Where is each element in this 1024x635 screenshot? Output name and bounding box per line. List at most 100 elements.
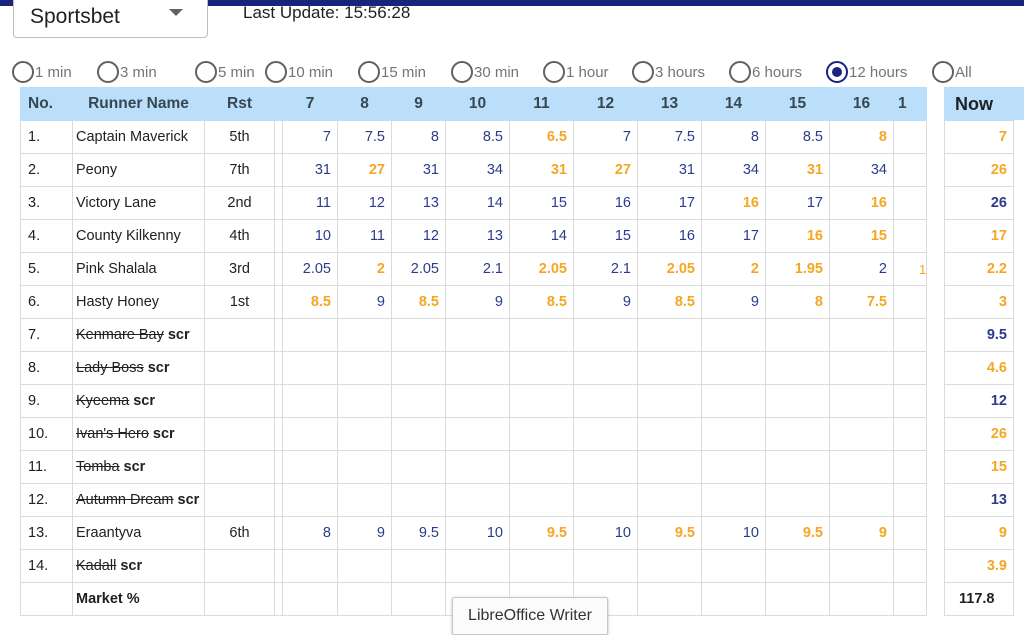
odds-cell [637, 549, 702, 583]
odds-cell: 27 [573, 153, 638, 187]
runner-result: 2nd [204, 186, 275, 220]
table-row[interactable]: 8. Lady Boss scr [20, 351, 928, 385]
time-filter-radio[interactable]: 5 min [195, 59, 255, 85]
time-filter-radio[interactable]: 1 min [12, 59, 72, 85]
table-row[interactable]: 11. Tomba scr [20, 450, 928, 484]
odds-cell [765, 351, 830, 385]
scratched-badge: scr [120, 558, 143, 574]
current-odds-cell: 13 [944, 483, 1014, 517]
time-filter-label: 6 hours [752, 63, 803, 81]
spacer-cell [274, 186, 283, 220]
odds-cell [509, 417, 574, 451]
odds-cell [637, 318, 702, 352]
col-header-time: 1 [892, 87, 928, 121]
col-header-time: 11 [509, 87, 574, 121]
odds-cell: 13 [445, 219, 510, 253]
time-filter-radio[interactable]: 12 hours [826, 59, 907, 85]
odds-cell [391, 549, 446, 583]
odds-cell [637, 384, 702, 418]
col-header-time: 8 [337, 87, 392, 121]
table-header-row: No. Runner Name Rst 7 8 9 10 11 12 13 14… [20, 87, 928, 121]
time-filter-radio[interactable]: 10 min [265, 59, 333, 85]
table-row[interactable]: 10. Ivan's Hero scr [20, 417, 928, 451]
odds-cell: 27 [337, 153, 392, 187]
time-filter-radio[interactable]: 3 min [97, 59, 157, 85]
bookmaker-select[interactable]: Sportsbet [13, 0, 208, 38]
odds-cell: 34 [829, 153, 894, 187]
market-cell [829, 582, 894, 616]
odds-cell: 9.5 [765, 516, 830, 550]
odds-cell-partial [892, 384, 928, 418]
time-filter-radio[interactable]: 3 hours [632, 59, 705, 85]
runner-number: 10. [20, 417, 73, 451]
current-odds-table: Now 7 26 26 17 2.2 3 9.5 4.6 12 26 15 13 9 3.9 117.8 [944, 87, 1014, 616]
odds-cell [509, 384, 574, 418]
table-row: 26 [944, 153, 1014, 187]
runner-result [204, 450, 275, 484]
odds-cell: 8 [829, 120, 894, 154]
odds-cell [445, 318, 510, 352]
top-accent-bar [0, 0, 1024, 6]
runner-result: 4th [204, 219, 275, 253]
runner-number: 5. [20, 252, 73, 286]
table-row[interactable]: 4. County Kilkenny 4th 10 11 12 13 14 15 16 17 16 15 [20, 219, 928, 253]
col-header-no[interactable]: No. [20, 87, 73, 121]
radio-circle-icon [195, 61, 217, 83]
col-header-now[interactable]: Now [944, 87, 1014, 121]
odds-cell-partial [892, 351, 928, 385]
time-filter-radio[interactable]: 30 min [451, 59, 519, 85]
table-row[interactable]: 2. Peony 7th 31 27 31 34 31 27 31 34 31 34 [20, 153, 928, 187]
table-row[interactable]: 13. Eraantyva 6th 8 9 9.5 10 9.5 10 9.5 10 9.5 9 [20, 516, 928, 550]
odds-cell [765, 450, 830, 484]
table-row[interactable]: 12. Autumn Dream scr [20, 483, 928, 517]
odds-cell [445, 351, 510, 385]
time-filter-radio[interactable]: 1 hour [543, 59, 609, 85]
runner-name: Lady Boss scr [72, 351, 205, 385]
time-filter-radio[interactable]: 6 hours [729, 59, 802, 85]
runner-number: 3. [20, 186, 73, 220]
runner-name: Kenmare Bay scr [72, 318, 205, 352]
table-row[interactable]: 7. Kenmare Bay scr [20, 318, 928, 352]
odds-cell [573, 417, 638, 451]
odds-cell: 34 [701, 153, 766, 187]
time-filter-label: 3 hours [655, 63, 706, 81]
time-filter-radio[interactable]: 15 min [358, 59, 426, 85]
odds-cell [445, 549, 510, 583]
odds-cell [573, 318, 638, 352]
odds-cell-partial: 1 [892, 252, 928, 286]
odds-cell: 2 [337, 252, 392, 286]
runner-name-text: Kenmare Bay [76, 327, 164, 343]
table-row: 12 [944, 384, 1014, 418]
odds-cell: 15 [829, 219, 894, 253]
odds-cell: 1.95 [765, 252, 830, 286]
table-row: 15 [944, 450, 1014, 484]
table-row[interactable]: 5. Pink Shalala 3rd 2.05 2 2.05 2.1 2.05 2.1 2.05… [20, 252, 928, 286]
odds-cell: 2 [701, 252, 766, 286]
time-filter-radio[interactable]: All [932, 59, 972, 85]
odds-cell [573, 450, 638, 484]
col-header-runner-name[interactable]: Runner Name [72, 87, 205, 121]
odds-cell [337, 450, 392, 484]
current-odds-cell: 17 [944, 219, 1014, 253]
odds-cell: 9 [445, 285, 510, 319]
table-row[interactable]: 9. Kyeema scr [20, 384, 928, 418]
time-filter-label: 1 min [35, 63, 72, 81]
runner-number: 14. [20, 549, 73, 583]
spacer-cell [274, 285, 283, 319]
col-header-time: 9 [391, 87, 446, 121]
odds-cell [445, 450, 510, 484]
runner-name-text: Victory Lane [76, 195, 157, 211]
odds-cell: 8.5 [282, 285, 338, 319]
table-row[interactable]: 3. Victory Lane 2nd 11 12 13 14 15 16 17 16 17 16 [20, 186, 928, 220]
scratched-badge: scr [133, 393, 155, 409]
runner-name-text: Kadall [76, 558, 117, 574]
market-cell [204, 582, 275, 616]
col-header-rst[interactable]: Rst [204, 87, 275, 121]
table-row[interactable]: 14. Kadall scr [20, 549, 928, 583]
table-row[interactable]: 1. Captain Maverick 5th 7 7.5 8 8.5 6.5 7 7.5 8 8.5… [20, 120, 928, 154]
runner-result [204, 384, 275, 418]
odds-cell: 8 [701, 120, 766, 154]
table-row[interactable]: 6. Hasty Honey 1st 8.5 9 8.5 9 8.5 9 8.5 9 8 7.5 [20, 285, 928, 319]
odds-cell: 9.5 [509, 516, 574, 550]
spacer-cell [274, 252, 283, 286]
